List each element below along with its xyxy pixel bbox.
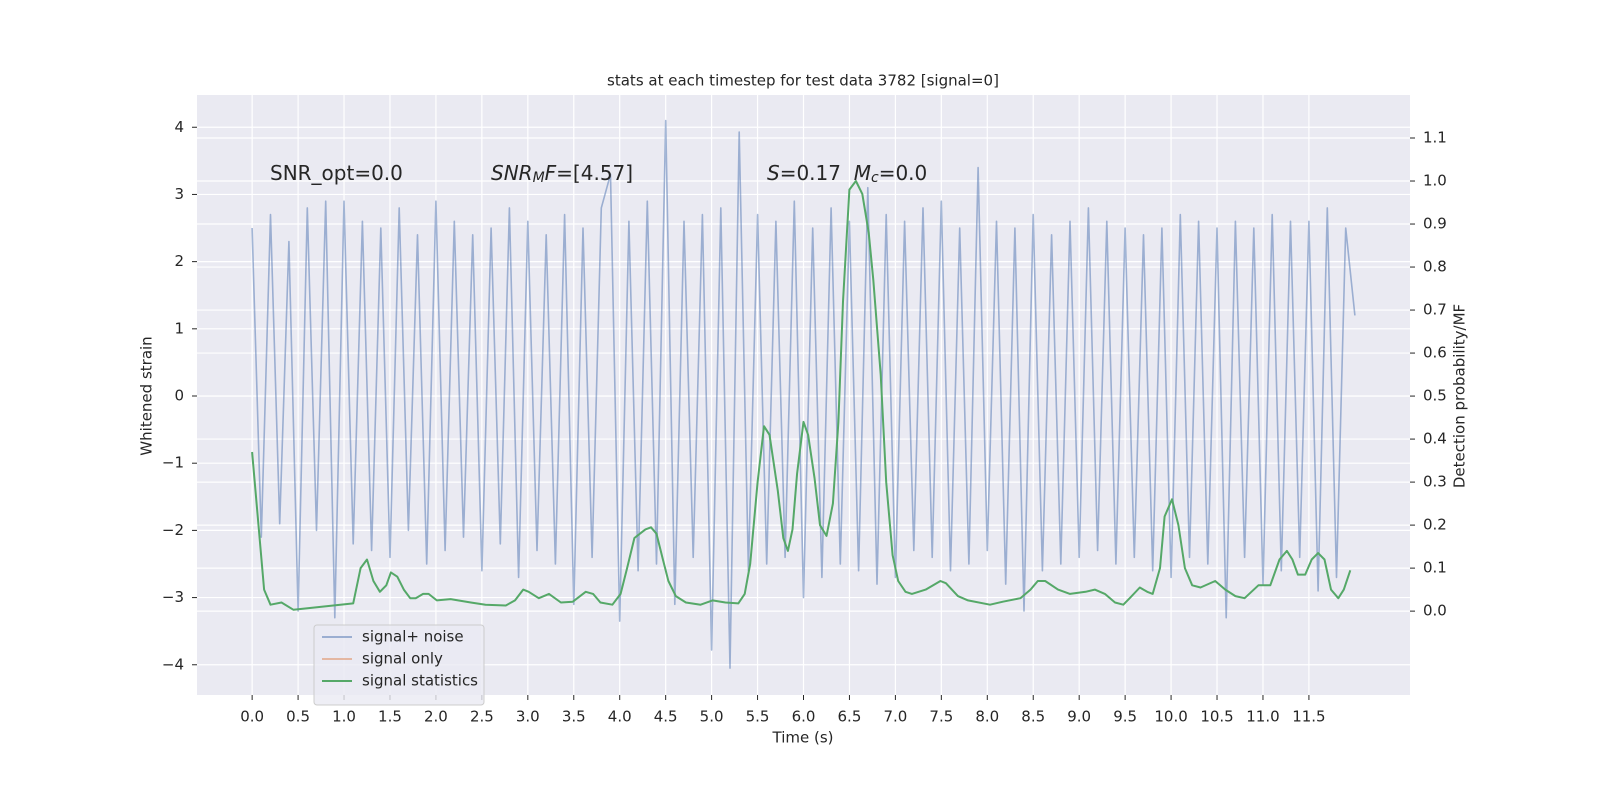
annotation-part: M xyxy=(533,170,545,186)
annotation-part: SNR_opt=0.0 xyxy=(270,161,403,185)
legend-label: signal+ noise xyxy=(362,628,464,646)
y-tick-label: 3 xyxy=(174,185,184,203)
x-tick-label: 5.0 xyxy=(700,708,724,726)
grid xyxy=(197,95,1410,695)
axes: 0.0 0.5 1.0 1.5 2.0 2.5 3.0 3.5 4.0 4.5 5.0 5.5 6.0 6… xyxy=(162,118,1447,726)
legend-label: signal only xyxy=(362,650,443,668)
y2-tick-label: 0.7 xyxy=(1423,301,1447,319)
series-line xyxy=(251,119,1356,669)
x-tick-label: 10.0 xyxy=(1154,708,1187,726)
y-tick-label: 0 xyxy=(174,387,184,405)
annotations: SNR_opt=0.0 SNRM​F=[4.57] S=0.17 Mc​=0.0 xyxy=(270,161,927,187)
y-tick-label: 4 xyxy=(174,118,184,136)
x-tick-label: 3.0 xyxy=(516,708,540,726)
x-tick-label: 1.5 xyxy=(378,708,402,726)
y-axis-label: Whitened strain xyxy=(138,336,156,455)
y2-tick-label: 0.1 xyxy=(1423,559,1447,577)
y2-tick-label: 0.2 xyxy=(1423,516,1447,534)
x-tick-label: 11.0 xyxy=(1246,708,1279,726)
x-tick-label: 11.5 xyxy=(1292,708,1325,726)
x-tick-label: 6.0 xyxy=(792,708,816,726)
y-tick-label: −1 xyxy=(162,454,184,472)
x-tick-label: 10.5 xyxy=(1200,708,1233,726)
x-tick-label: 1.0 xyxy=(332,708,356,726)
x-tick-label: 0.0 xyxy=(240,708,264,726)
x-tick-label: 0.5 xyxy=(286,708,310,726)
y-tick-label: 1 xyxy=(174,319,184,337)
y2-tick-label: 0.0 xyxy=(1423,602,1447,620)
y2-tick-label: 0.5 xyxy=(1423,387,1447,405)
annotation-part: c xyxy=(871,170,879,186)
x-tick-label: 4.0 xyxy=(608,708,632,726)
annotation-part: S xyxy=(767,161,780,185)
legend: signal+ noise signal only signal statistic… xyxy=(313,624,485,706)
annotation-part: =0.17 xyxy=(780,161,854,185)
x-tick-label: 4.5 xyxy=(654,708,678,726)
annotation: S=0.17 Mc​=0.0 xyxy=(767,161,927,187)
x-tick-label: 7.0 xyxy=(883,708,907,726)
y2-tick-label: 0.4 xyxy=(1423,430,1447,448)
y2-axis-label: Detection probability/MF xyxy=(1451,304,1469,488)
x-tick-label: 7.5 xyxy=(929,708,953,726)
x-tick-label: 2.5 xyxy=(470,708,494,726)
y-tick-label: −4 xyxy=(162,655,184,673)
annotation-part: M xyxy=(854,161,871,185)
x-tick-label: 2.0 xyxy=(424,708,448,726)
y-tick-label: 2 xyxy=(174,252,184,270)
annotation-part: F xyxy=(545,161,557,185)
legend-box xyxy=(313,624,485,706)
annotation: SNRM​F=[4.57] xyxy=(491,161,633,187)
data xyxy=(251,119,1356,669)
x-tick-label: 8.0 xyxy=(975,708,999,726)
x-tick-label: 9.0 xyxy=(1067,708,1091,726)
annotation: SNR_opt=0.0 xyxy=(270,161,403,185)
y2-tick-label: 0.3 xyxy=(1423,473,1447,491)
series-line xyxy=(251,180,1352,611)
y2-tick-label: 1.1 xyxy=(1423,129,1447,147)
chart-title: stats at each timestep for test data 378… xyxy=(607,72,999,90)
y2-tick-label: 0.8 xyxy=(1423,258,1447,276)
y-tick-label: −3 xyxy=(162,588,184,606)
x-tick-label: 3.5 xyxy=(562,708,586,726)
x-axis-label: Time (s) xyxy=(772,729,834,747)
annotation-part: =0.0 xyxy=(879,161,928,185)
y-tick-label: −2 xyxy=(162,521,184,539)
x-tick-label: 8.5 xyxy=(1021,708,1045,726)
y2-tick-label: 0.9 xyxy=(1423,215,1447,233)
x-tick-label: 6.5 xyxy=(838,708,862,726)
x-tick-label: 5.5 xyxy=(746,708,770,726)
annotation-part: =[4.57] xyxy=(556,161,633,185)
y2-tick-label: 1.0 xyxy=(1423,172,1447,190)
y2-tick-label: 0.6 xyxy=(1423,344,1447,362)
legend-label: signal statistics xyxy=(362,672,478,690)
annotation-part: SNR xyxy=(491,161,533,185)
x-tick-label: 9.5 xyxy=(1113,708,1137,726)
